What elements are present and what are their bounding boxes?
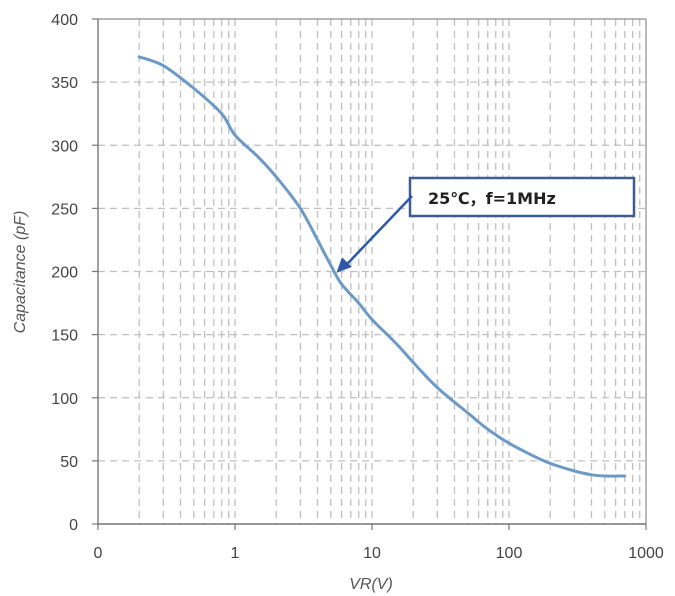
y-tick-label: 300: [51, 138, 78, 155]
x-tick-label: 10: [363, 545, 381, 562]
y-tick-label: 100: [51, 391, 78, 408]
series-group: [137, 55, 627, 478]
annotation-box: [408, 176, 636, 218]
y-tick-label: 200: [51, 265, 78, 282]
y-tick-label: 400: [51, 12, 78, 29]
annotation-arrow-line: [345, 195, 413, 266]
x-tick-label: 1000: [628, 545, 664, 562]
x-axis-ticks: 0 1 10 100 1000: [94, 524, 664, 562]
y-tick-label: 250: [51, 201, 78, 218]
y-tick-label: 50: [60, 454, 78, 471]
annotation-group: 25℃，f=1MHz: [336, 176, 636, 273]
y-tick-label: 150: [51, 328, 78, 345]
x-tick-label: 1: [231, 545, 240, 562]
x-tick-label: 0: [94, 545, 103, 562]
y-tick-label: 350: [51, 75, 78, 92]
series-line: [137, 55, 627, 478]
annotation-arrow-head: [336, 257, 352, 273]
x-axis-title: VR(V): [349, 576, 393, 593]
y-tick-label: 0: [69, 517, 78, 534]
annotation-text: 25℃，f=1MHz: [428, 189, 556, 208]
y-axis-ticks: 0 50 100 150 200 250 300 350 400: [51, 12, 98, 534]
y-axis-title: Capacitance (pF): [12, 211, 29, 334]
grid-lines: [98, 19, 646, 524]
x-tick-label: 100: [496, 545, 523, 562]
